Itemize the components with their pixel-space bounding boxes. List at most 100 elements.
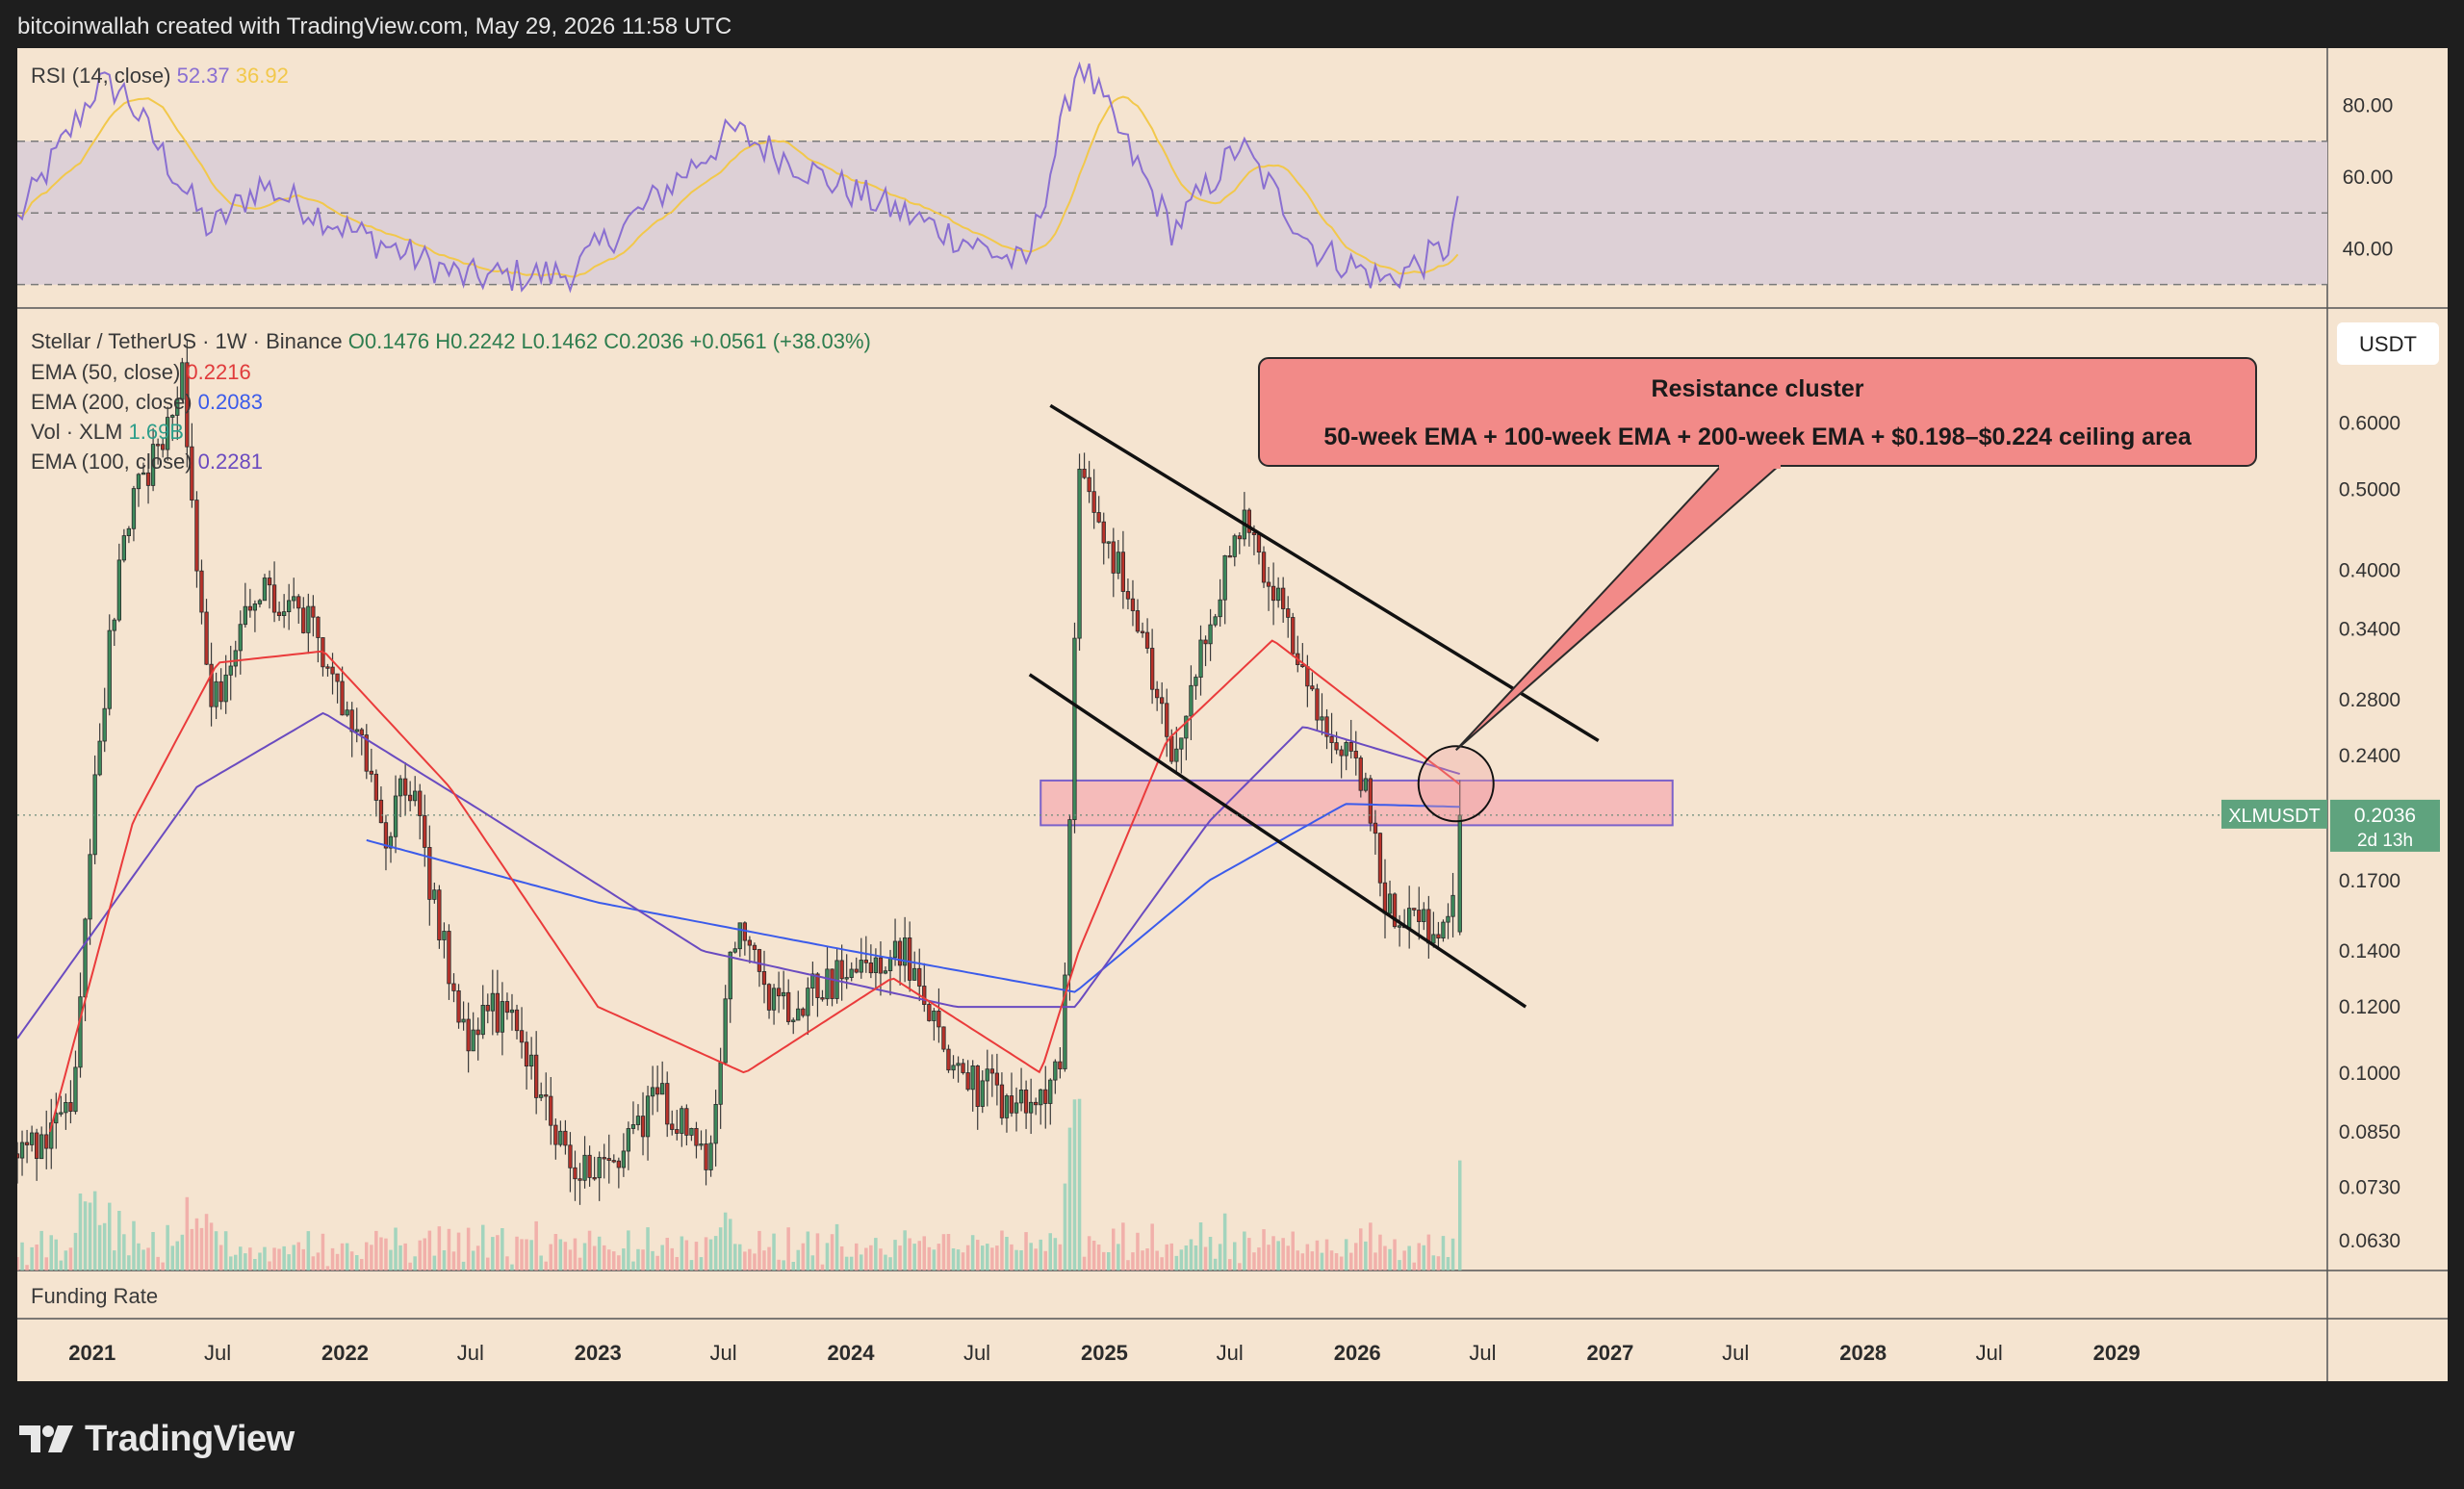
candle [1048, 1078, 1053, 1125]
candle-body [868, 963, 873, 974]
candle-body [999, 1084, 1005, 1118]
candle [1144, 618, 1150, 654]
volume-bar [1446, 1257, 1450, 1271]
volume-bar [738, 1244, 742, 1271]
candle-body [786, 991, 791, 1022]
candle-body [917, 967, 922, 987]
volume-bar [1010, 1244, 1014, 1271]
volume-bar [844, 1256, 849, 1271]
candle [956, 1056, 961, 1083]
candle-body [747, 939, 752, 946]
volume-bar [1281, 1238, 1285, 1271]
candle [126, 526, 131, 544]
candle [1165, 688, 1169, 757]
indicator-legend: Vol · XLM 1.69B [31, 420, 184, 444]
time-tick-label: 2025 [1081, 1341, 1128, 1365]
candle-body [1018, 1090, 1024, 1104]
volume-bar [680, 1236, 684, 1271]
candle-body [903, 937, 908, 966]
candle [218, 668, 223, 710]
volume-bar [151, 1232, 155, 1271]
candle-body [78, 996, 83, 1068]
volume-bar [30, 1246, 34, 1271]
volume-bar [670, 1247, 674, 1271]
candle [112, 617, 116, 647]
volume-bar [820, 1264, 825, 1271]
candle [1310, 672, 1315, 692]
candle-body [956, 1063, 961, 1066]
candle [1222, 554, 1227, 625]
candle [766, 983, 772, 1019]
price-tick-label: 0.5000 [2339, 478, 2400, 501]
volume-bar [272, 1247, 276, 1271]
volume-bar [1102, 1251, 1106, 1271]
candle [1407, 886, 1412, 949]
volume-bar [903, 1230, 907, 1271]
candle [1387, 880, 1393, 916]
candle-body [782, 991, 786, 997]
volume-bar [806, 1231, 810, 1271]
candle-body [49, 1122, 54, 1149]
candle-body [718, 1062, 723, 1105]
volume-bar [1174, 1255, 1179, 1271]
candle-body [597, 1157, 602, 1179]
volume-bar [481, 1224, 485, 1271]
rsi-tick-label: 40.00 [2343, 238, 2394, 260]
volume-bar [97, 1224, 102, 1271]
candle-body [471, 1029, 475, 1052]
candle [645, 1086, 651, 1161]
candle-body [480, 1005, 485, 1036]
candle-body [160, 444, 166, 450]
candle-body [1232, 535, 1237, 557]
volume-bar [1222, 1213, 1227, 1271]
volume-bar [365, 1242, 369, 1271]
candle [306, 593, 311, 655]
candle [650, 1065, 655, 1116]
volume-bar [986, 1244, 989, 1271]
candle [97, 723, 102, 777]
currency-button[interactable]: USDT [2337, 322, 2439, 365]
candle-body [44, 1134, 49, 1149]
price-tick-label: 0.1200 [2339, 996, 2400, 1018]
volume-bar [1141, 1250, 1144, 1271]
candle-body [694, 1128, 699, 1146]
volume-bar [1091, 1241, 1096, 1271]
candle [917, 948, 922, 1002]
rsi-panel: 80.00 60.00 40.00 RSI (14, close) 52.37 36.… [16, 61, 2394, 294]
candle-body [1023, 1090, 1029, 1114]
candle [456, 984, 461, 1029]
volume-bar [927, 1246, 932, 1271]
candle [1227, 546, 1232, 558]
volume-bar [447, 1228, 451, 1271]
volume-bar [1169, 1243, 1173, 1271]
volume-bar [20, 1242, 24, 1271]
volume-bar [830, 1234, 834, 1271]
candle [1111, 527, 1116, 598]
candle-body [810, 973, 815, 989]
candle [878, 940, 884, 996]
candle-body [1116, 552, 1120, 574]
chart-svg[interactable]: 80.00 60.00 40.00 RSI (14, close) 52.37 36.… [14, 48, 2448, 1381]
candle [1315, 683, 1320, 732]
candle-body [534, 1054, 539, 1098]
currency-button-bg[interactable] [2337, 322, 2439, 365]
candle-body [306, 605, 311, 633]
volume-bar [976, 1240, 980, 1271]
candle-body [524, 1041, 529, 1067]
candle [378, 786, 384, 824]
last-price-value: 0.2036 [2354, 805, 2416, 827]
volume-bar [471, 1250, 475, 1271]
candle [937, 988, 941, 1043]
candle-body [388, 835, 394, 849]
candle [825, 946, 830, 1006]
volume-bar [1194, 1245, 1198, 1271]
candle [1412, 908, 1417, 916]
candle-body [699, 1143, 704, 1146]
volume-bar [1267, 1245, 1270, 1271]
volume-bar [263, 1246, 267, 1271]
candle [1179, 737, 1184, 774]
candle [1150, 629, 1155, 705]
candle [1004, 1093, 1010, 1133]
candle-body [185, 362, 190, 448]
volume-bar [64, 1250, 68, 1271]
